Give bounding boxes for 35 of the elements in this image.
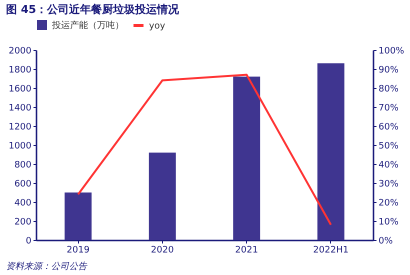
text: 资料来源：公司公告: [6, 261, 88, 272]
y2-tick-label: 100%: [378, 46, 405, 56]
x-tick-label: 2021: [235, 246, 258, 256]
y-tick-label: 1200: [8, 122, 32, 132]
y-tick-label: 1000: [8, 142, 32, 152]
legend-label: yoy: [149, 22, 166, 32]
y2-tick-label: 80%: [378, 84, 399, 94]
x-tick-label: 2022H1: [313, 246, 349, 256]
y-tick-label: 2000: [8, 46, 32, 56]
x-tick-label: 2019: [66, 246, 90, 256]
y-tick-label: 400: [14, 198, 32, 208]
chart-title: 图 45：公司近年餐厨垃圾投运情况: [6, 3, 180, 16]
bar: [148, 152, 176, 240]
y-tick-label: 1800: [8, 66, 32, 76]
legend-label: 投运产能（万吨）: [51, 20, 124, 31]
y-tick-label: 800: [14, 160, 32, 170]
bar: [317, 63, 344, 240]
bar: [233, 76, 260, 240]
y2-tick-label: 40%: [378, 160, 399, 170]
bar: [64, 192, 92, 240]
y-tick-label: 200: [14, 218, 32, 228]
line-series: [77, 74, 332, 226]
y-tick-label: 600: [14, 180, 32, 190]
y2-tick-label: 70%: [378, 104, 399, 114]
y2-tick-label: 30%: [378, 180, 399, 190]
y-tick-label: 1400: [8, 104, 32, 114]
x-tick-label: 2020: [150, 246, 174, 256]
y2-tick-label: 20%: [378, 198, 399, 208]
y2-tick-label: 50%: [378, 142, 399, 152]
y2-tick-label: 0%: [378, 236, 394, 246]
y2-tick-label: 10%: [378, 218, 399, 228]
y-tick-label: 0: [26, 236, 32, 246]
y2-tick-label: 60%: [378, 122, 399, 132]
y2-tick-label: 90%: [378, 66, 399, 76]
y-tick-label: 1600: [8, 84, 32, 94]
